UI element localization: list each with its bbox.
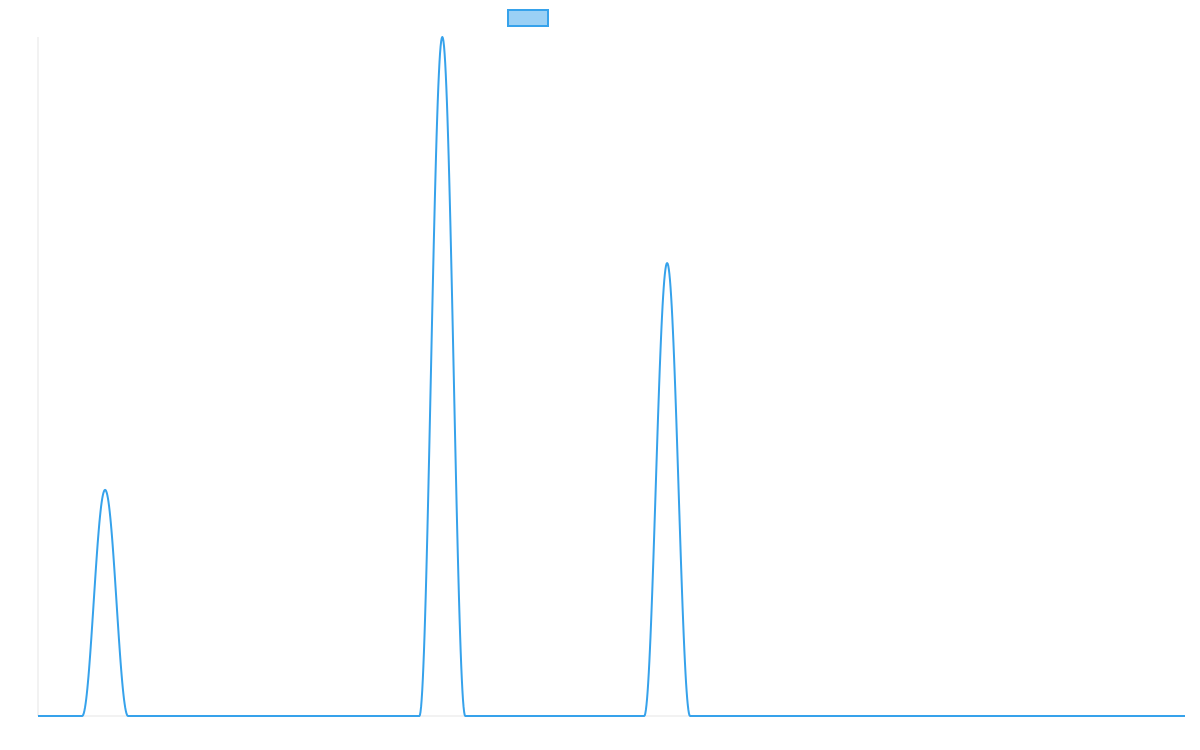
legend-swatch xyxy=(507,9,549,27)
series-line-0 xyxy=(37,36,1186,717)
